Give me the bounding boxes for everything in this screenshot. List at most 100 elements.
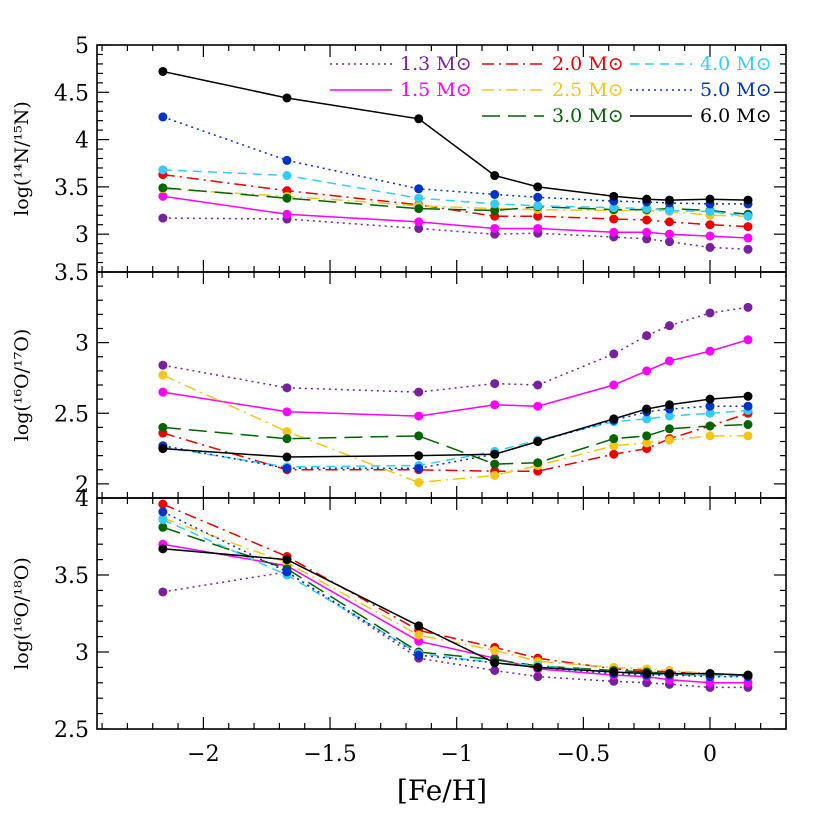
series-line xyxy=(162,412,749,472)
data-point xyxy=(743,335,753,345)
series-5 xyxy=(158,183,753,219)
data-point xyxy=(490,189,500,199)
data-point xyxy=(414,193,424,203)
data-point xyxy=(705,220,715,230)
series-line xyxy=(162,511,748,678)
data-point xyxy=(158,522,168,532)
data-point xyxy=(664,411,674,421)
data-point xyxy=(609,380,619,390)
data-point xyxy=(414,463,424,473)
data-point xyxy=(158,387,168,397)
data-point xyxy=(705,669,715,679)
data-point xyxy=(743,678,753,688)
series-2 xyxy=(158,191,753,243)
x-tick-label: −0.5 xyxy=(557,742,610,767)
data-point xyxy=(414,387,424,397)
series-5 xyxy=(158,522,753,680)
data-point xyxy=(533,437,543,446)
y-tick-label: 5 xyxy=(75,34,89,59)
data-point xyxy=(282,567,292,577)
y-tick-label: 3.5 xyxy=(54,176,89,201)
data-point xyxy=(664,400,674,410)
legend: 1.3 M⊙ 1.5 M⊙ 2.0 M⊙ 2.5 M⊙ 3.0 M⊙ 4.0 M⊙ 5.0 … xyxy=(330,53,772,127)
data-point xyxy=(664,356,674,366)
data-point xyxy=(158,66,168,76)
y-axis-label: log(¹⁴N/¹⁵N) xyxy=(11,101,33,216)
legend-entry: 2.0 M⊙ xyxy=(482,53,624,75)
legend-label: 6.0 M⊙ xyxy=(700,105,772,127)
data-point xyxy=(642,331,652,341)
data-point xyxy=(414,636,424,646)
data-point xyxy=(743,670,753,680)
data-point xyxy=(414,630,424,640)
data-point xyxy=(705,431,715,441)
data-point xyxy=(533,401,543,411)
y-tick-label: 2.5 xyxy=(54,718,89,743)
y-axis-label: log(¹⁶O/¹⁷O) xyxy=(11,329,33,442)
series-line xyxy=(162,518,749,678)
series-7 xyxy=(158,112,753,209)
data-point xyxy=(642,227,652,237)
data-point xyxy=(490,665,500,675)
data-point xyxy=(282,383,292,393)
data-point xyxy=(490,459,500,469)
series-3 xyxy=(158,408,753,476)
data-point xyxy=(282,171,292,181)
series-3 xyxy=(158,499,753,680)
series-line xyxy=(162,543,748,684)
data-point xyxy=(533,223,543,233)
legend-label: 1.5 M⊙ xyxy=(400,79,472,101)
data-point xyxy=(533,662,543,672)
data-point xyxy=(642,234,652,244)
data-point xyxy=(414,650,424,660)
legend-entry: 1.3 M⊙ xyxy=(330,53,472,75)
data-point xyxy=(158,515,168,525)
data-point xyxy=(533,380,543,390)
data-point xyxy=(642,678,652,688)
data-point xyxy=(609,191,619,201)
data-point xyxy=(609,349,619,359)
series-line xyxy=(162,571,748,689)
data-point xyxy=(743,420,753,430)
series-8 xyxy=(158,391,753,462)
x-tick-label: −2 xyxy=(187,742,219,767)
legend-entry: 5.0 M⊙ xyxy=(630,79,772,101)
data-point xyxy=(158,507,168,517)
data-point xyxy=(282,434,292,444)
data-point xyxy=(282,407,292,417)
data-point xyxy=(414,114,424,124)
data-point xyxy=(490,223,500,233)
data-point xyxy=(664,217,674,227)
data-point xyxy=(609,449,619,459)
data-point xyxy=(533,192,543,202)
panel-1: 3 3.5 4 4.5 5 3.5 log(¹⁴N/¹⁵N) xyxy=(11,34,787,286)
data-point xyxy=(664,669,674,679)
data-point xyxy=(158,422,168,432)
data-point xyxy=(609,203,619,213)
panel-frame xyxy=(96,497,787,730)
data-point xyxy=(282,93,292,103)
series-1 xyxy=(158,302,753,397)
series-line xyxy=(162,187,749,216)
series-2 xyxy=(158,335,753,421)
data-point xyxy=(664,424,674,434)
data-point xyxy=(490,400,500,410)
data-point xyxy=(705,678,715,688)
data-point xyxy=(609,434,619,444)
data-point xyxy=(414,204,424,214)
series-line xyxy=(162,188,749,217)
series-6 xyxy=(158,165,753,221)
data-point xyxy=(642,204,652,214)
x-axis-label: [Fe/H] xyxy=(397,774,487,807)
series-line xyxy=(162,195,749,239)
data-point xyxy=(609,214,619,224)
series-7 xyxy=(158,401,753,473)
data-point xyxy=(743,391,753,401)
data-point xyxy=(642,438,652,448)
legend-label: 2.0 M⊙ xyxy=(552,53,624,75)
data-point xyxy=(664,206,674,216)
data-point xyxy=(158,370,168,380)
data-point xyxy=(490,171,500,181)
y-tick-label: 3 xyxy=(75,641,89,666)
data-point xyxy=(705,194,715,204)
